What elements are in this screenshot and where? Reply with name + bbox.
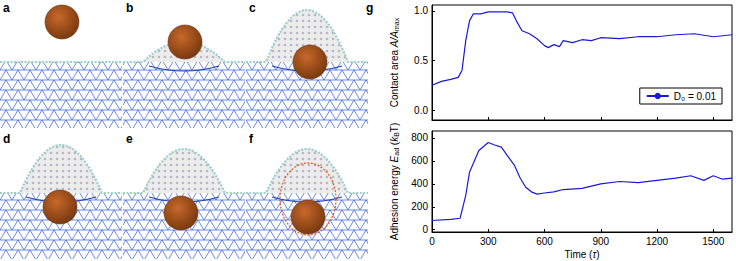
svg-text:c: c xyxy=(249,1,256,15)
svg-text:0.0: 0.0 xyxy=(414,105,428,116)
svg-text:0.5: 0.5 xyxy=(414,55,428,66)
svg-text:g: g xyxy=(366,1,373,15)
svg-text:ad: ad xyxy=(393,148,400,156)
svg-text:max: max xyxy=(393,17,400,31)
svg-text:600: 600 xyxy=(411,155,428,166)
svg-text:300: 300 xyxy=(480,236,497,247)
svg-text:Contact area: Contact area xyxy=(389,47,400,107)
svg-text:a: a xyxy=(3,1,10,15)
svg-text:800: 800 xyxy=(411,132,428,143)
svg-text:): ) xyxy=(596,249,599,260)
svg-text:600: 600 xyxy=(536,236,553,247)
svg-text:f: f xyxy=(249,132,254,146)
svg-text:k: k xyxy=(388,136,400,142)
svg-text:A/A: A/A xyxy=(389,31,400,48)
svg-text:b: b xyxy=(126,1,133,15)
svg-text:T): T) xyxy=(389,123,400,132)
svg-text:400: 400 xyxy=(411,178,428,189)
svg-text:B: B xyxy=(393,132,400,137)
svg-text:d: d xyxy=(3,132,10,146)
svg-text:τ: τ xyxy=(592,248,597,260)
svg-text:E: E xyxy=(388,155,400,163)
svg-text:1.0: 1.0 xyxy=(414,5,428,16)
svg-text:1500: 1500 xyxy=(702,236,725,247)
svg-text:200: 200 xyxy=(411,201,428,212)
svg-text:Time (: Time ( xyxy=(564,249,593,260)
svg-text:900: 900 xyxy=(592,236,609,247)
svg-text:0: 0 xyxy=(429,236,435,247)
svg-text:D₀ = 0.01: D₀ = 0.01 xyxy=(674,91,717,102)
svg-text:0: 0 xyxy=(422,224,428,235)
svg-text:1200: 1200 xyxy=(646,236,669,247)
svg-text:e: e xyxy=(126,132,133,146)
svg-text:Adhesion energy: Adhesion energy xyxy=(389,162,400,240)
